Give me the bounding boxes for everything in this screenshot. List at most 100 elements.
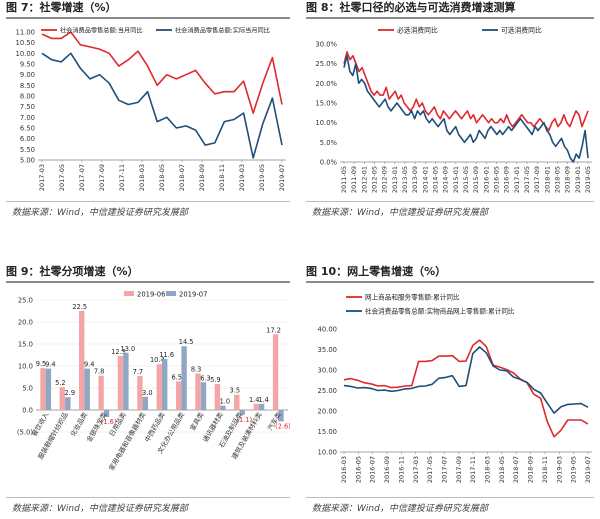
figure-9-source: 数据来源：Wind，中信建投证券研究发展部	[12, 504, 188, 514]
y-tick-label: 10.0	[18, 363, 33, 371]
bar	[220, 405, 226, 410]
x-tick-label: 2014-09	[442, 166, 450, 193]
y-tick-label: 6.00	[20, 135, 35, 143]
y-tick-label: 6.50	[20, 125, 35, 133]
series-line-2	[41, 52, 283, 159]
legend-label: 必选消费同比	[397, 26, 438, 35]
category-label: 化妆品类	[68, 410, 89, 438]
figure-8-panel: 图 8：社零口径的必选与可选消费增速测算 0.0% 5.0% 10.0% 15.0% 2…	[306, 0, 594, 228]
y-tick-label: 11.00	[16, 29, 35, 37]
x-tick-label: 2018-07	[178, 164, 186, 191]
bar	[176, 381, 182, 410]
x-tick-label: 2017-03	[412, 456, 420, 483]
y-tick-label: 0.0%	[320, 159, 338, 167]
bar	[65, 397, 71, 410]
legend-swatch	[124, 291, 134, 296]
x-tick-label: 2018-05	[554, 166, 562, 193]
source-rule	[306, 497, 594, 498]
y-tick-label: 15.00	[318, 428, 337, 436]
data-label: 22.5	[72, 303, 87, 311]
x-tick-label: 2016-09	[383, 456, 391, 483]
series-line-2	[343, 54, 589, 163]
x-tick-label: 2016-11	[397, 456, 405, 483]
x-tick-label: 2013-05	[401, 166, 409, 193]
data-label: 7.7	[133, 368, 144, 376]
bar	[40, 368, 46, 410]
x-tick-label: 2019-05	[584, 166, 592, 193]
x-tick-label: 2016-07	[369, 456, 377, 483]
bar	[214, 384, 221, 410]
y-tick-label: 25.0%	[315, 60, 337, 68]
legend-label: 社会消费品零售总额:当月同比	[60, 27, 143, 35]
y-tick-label: 7.50	[20, 103, 35, 111]
y-tick-label: 0.0	[22, 407, 33, 415]
x-tick-label: 2017-09	[98, 164, 106, 191]
x-tick-label: 2017-05	[426, 456, 434, 483]
x-tick-label: 2017-11	[118, 164, 126, 191]
figure-8-source: 数据来源：Wind，中信建投证券研究发展部	[312, 208, 488, 218]
data-label: (1.1)	[236, 416, 252, 424]
x-tick-label: 2018-09	[564, 166, 572, 193]
x-tick-label: 2018-09	[527, 456, 535, 483]
y-tick-label: 8.50	[20, 82, 35, 90]
data-label: 3.5	[230, 387, 241, 395]
x-tick-label: 2017-03	[38, 164, 46, 191]
data-label: 1.0	[220, 398, 231, 406]
source-rule	[306, 201, 594, 202]
y-tick-label: 9.00	[20, 71, 35, 79]
figure-10-source: 数据来源：Wind，中信建投证券研究发展部	[312, 504, 488, 514]
bar	[272, 334, 279, 410]
x-tick-label: 2019-01	[574, 166, 582, 193]
figure-10-panel: 图 10：网上零售增速（%） 10.00 15.00 20.00 25.00 30.00…	[306, 264, 594, 519]
figure-8-title: 图 8：社零口径的必选与可选消费增速测算	[306, 1, 516, 14]
bar	[258, 403, 265, 410]
data-label: 7.8	[94, 368, 105, 376]
title-rule	[306, 281, 594, 283]
bar	[239, 410, 245, 415]
y-tick-label: 5.0%	[320, 139, 338, 147]
x-tick-label: 2017-05	[58, 164, 66, 191]
data-label: 1.4	[258, 396, 269, 404]
x-tick-label: 2017-05	[523, 166, 531, 193]
x-tick-label: 2018-11	[218, 164, 226, 191]
data-label: 17.2	[266, 326, 281, 334]
bar	[156, 364, 162, 410]
x-tick-label: 2016-09	[503, 166, 511, 193]
y-tick-label: 20.0	[18, 319, 33, 327]
x-tick-label: 2018-11	[541, 456, 549, 483]
x-tick-label: 2019-07	[278, 164, 286, 191]
y-tick-label: 15.0	[18, 341, 33, 349]
figure-10-chart: 10.00 15.00 20.00 25.00 30.00 35.00 40.00 2016-…	[318, 293, 592, 483]
figure-9-title: 图 9：社零分项增速（%）	[6, 265, 139, 278]
series-line-1	[343, 339, 589, 438]
x-tick-label: 2016-05	[354, 456, 362, 483]
x-tick-label: 2012-05	[371, 166, 379, 193]
figure-7-source: 数据来源：Wind，中信建投证券研究发展部	[12, 208, 188, 218]
title-rule	[6, 17, 290, 19]
bar	[84, 368, 90, 410]
bar	[103, 410, 110, 417]
bar	[79, 311, 85, 410]
legend-label: 2019-06	[137, 291, 165, 299]
y-tick-label: 5.50	[20, 146, 35, 154]
x-tick-label: 2016-03	[340, 456, 348, 483]
data-label: 1.4	[249, 396, 260, 404]
x-tick-label: 2011-05	[340, 166, 348, 193]
data-label: 5.9	[210, 376, 221, 384]
figure-10-title: 图 10：网上零售增速（%）	[306, 265, 447, 278]
data-label: 14.5	[179, 338, 194, 346]
data-label: (2.6)	[275, 422, 290, 430]
x-tick-label: 2012-01	[360, 166, 368, 193]
x-tick-label: 2017-07	[78, 164, 86, 191]
x-tick-label: 2018-03	[138, 164, 146, 191]
x-tick-label: 2015-05	[462, 166, 470, 193]
y-tick-label: 20.00	[318, 408, 337, 416]
y-tick-label: 7.00	[20, 114, 35, 122]
bar	[117, 355, 124, 410]
x-tick-label: 2016-05	[493, 166, 501, 193]
series-line-1	[41, 31, 283, 114]
legend-swatch	[166, 291, 176, 296]
y-tick-label: 8.00	[20, 93, 35, 101]
legend-label: 社会消费品零售总额:实物商品网上零售额:累计同比	[365, 307, 515, 316]
x-tick-label: 2014-05	[432, 166, 440, 193]
